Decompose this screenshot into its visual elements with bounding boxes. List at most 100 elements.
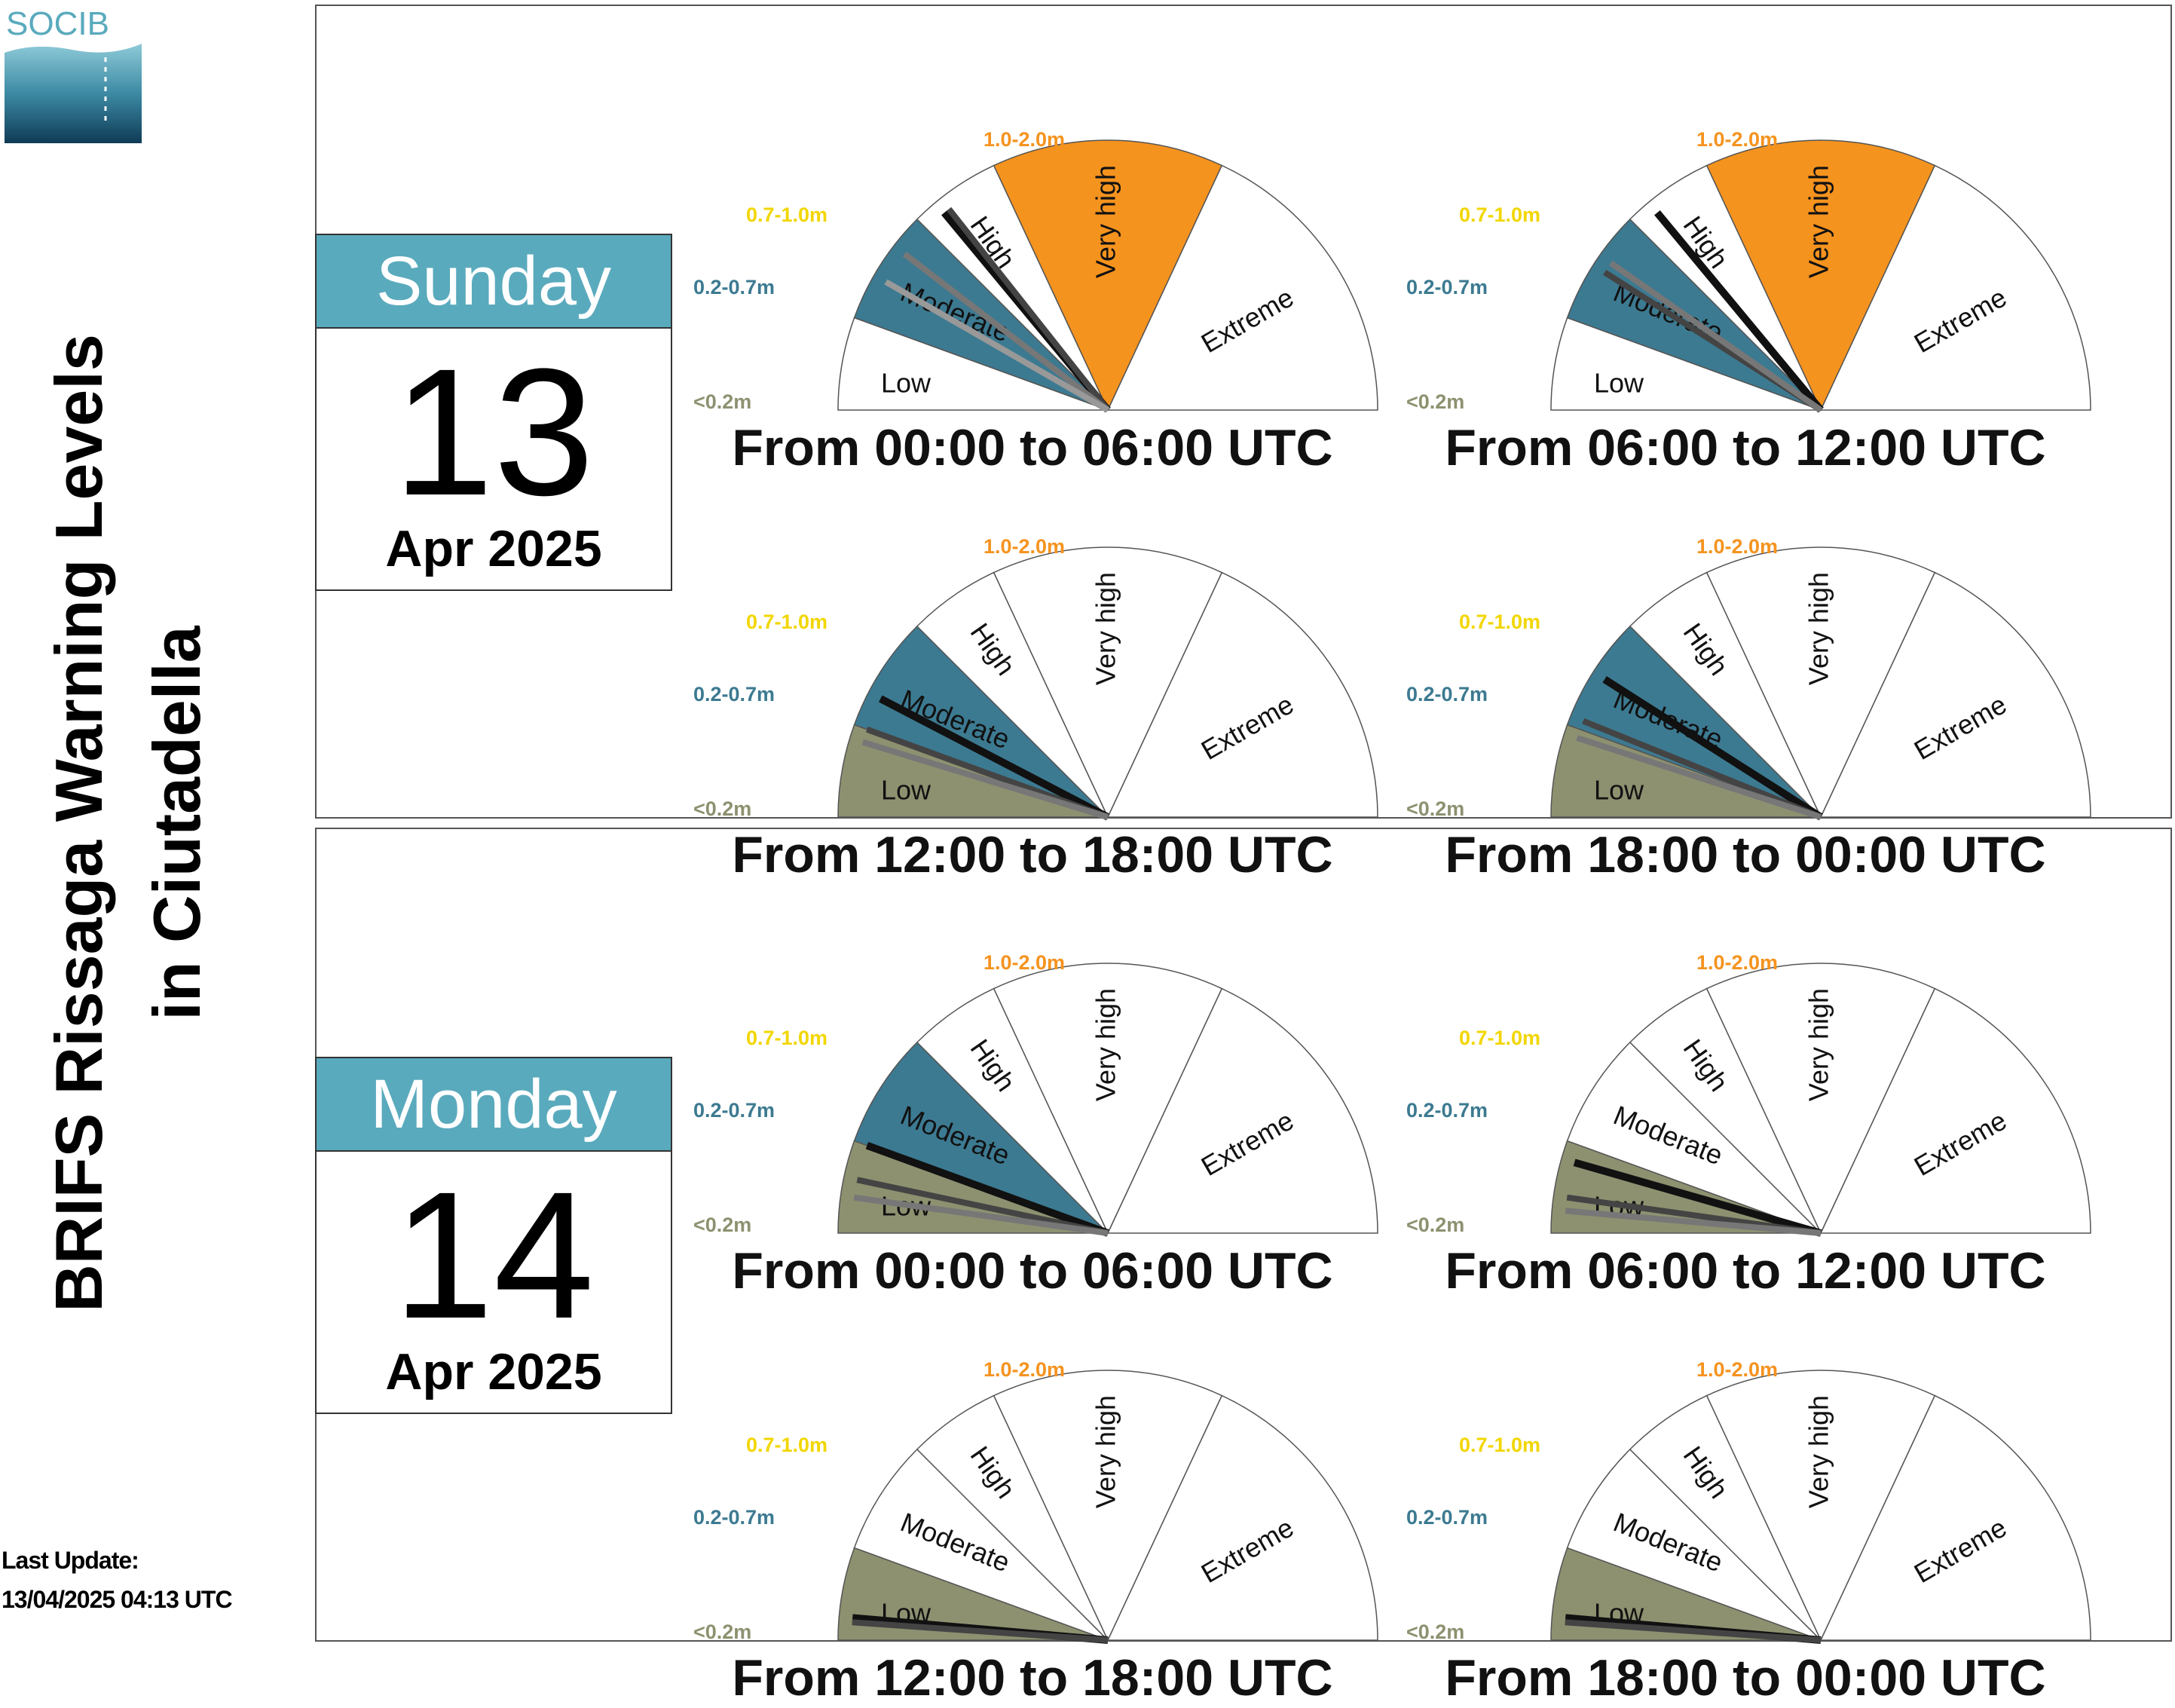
gauge-sector-label: Very high xyxy=(1091,572,1121,685)
gauge-sector-extreme xyxy=(1819,571,2091,818)
calendar-day-number: 14 xyxy=(393,1154,595,1356)
gauge-period-caption: From 12:00 to 18:00 UTC xyxy=(732,1649,1333,1706)
last-update-label: Last Update: xyxy=(2,1547,139,1574)
gauge-sector-moderate xyxy=(1566,1448,1822,1641)
calendar-monday: Monday 14 Apr 2025 xyxy=(315,1057,672,1414)
gauge-sector-extreme xyxy=(1819,1394,2091,1641)
gauge-sector-extreme xyxy=(1106,1394,1378,1641)
gauge-needle xyxy=(1573,1159,1822,1237)
gauge-sector-moderate xyxy=(1566,625,1822,818)
gauge-needle xyxy=(1602,676,1823,821)
gauge-range-label: 1.0-2.0m xyxy=(983,128,1065,151)
last-update: Last Update: 13/04/2025 04:13 UTC xyxy=(2,1541,233,1619)
gauge-sector-very-high xyxy=(1705,139,1936,412)
gauge-range-label: 1.0-2.0m xyxy=(1696,535,1778,558)
gauge-needle xyxy=(1576,735,1822,820)
gauge-sector-label: Very high xyxy=(1803,1395,1834,1508)
gauge-range-label: <0.2m xyxy=(693,390,751,413)
gauge-range-label: 0.2-0.7m xyxy=(1406,683,1488,706)
gauge-range-label: 0.2-0.7m xyxy=(693,276,775,298)
gauge-range-label: 0.7-1.0m xyxy=(1459,1434,1540,1456)
gauge-range-label: 0.2-0.7m xyxy=(693,683,775,706)
gauge-range-label: 1.0-2.0m xyxy=(983,535,1065,558)
calendar-month-year: Apr 2025 xyxy=(385,520,602,577)
gauge-sector-very-high xyxy=(993,546,1223,819)
gauge-range-label: <0.2m xyxy=(693,1214,751,1236)
gauge-range-label: <0.2m xyxy=(1406,797,1464,820)
gauge-needle xyxy=(879,695,1110,821)
gauge-sector-label: Low xyxy=(1594,368,1644,399)
gauge-period-caption: From 06:00 to 12:00 UTC xyxy=(1445,419,2046,476)
gauge-range-label: 0.7-1.0m xyxy=(1459,611,1540,633)
gauge-sector-very-high xyxy=(993,963,1223,1235)
gauge-range-label: 1.0-2.0m xyxy=(1696,128,1778,151)
gauge-needle xyxy=(1609,260,1823,413)
gauge-sector-extreme xyxy=(1819,164,2091,411)
calendar-day-number: 13 xyxy=(393,331,595,533)
page-title: BRIFS Rissaga Warning Levels in Ciutadel… xyxy=(30,220,226,1426)
gauge-sector-label: Very high xyxy=(1091,165,1121,278)
gauge-sector-label: Very high xyxy=(1803,988,1834,1101)
gauge-sector-extreme xyxy=(1106,571,1378,818)
title-line-1: BRIFS Rissaga Warning Levels xyxy=(41,334,116,1312)
gauge-period-caption: From 18:00 to 00:00 UTC xyxy=(1445,826,2046,883)
gauge-range-label: 0.7-1.0m xyxy=(1459,1027,1540,1049)
gauge-sector-very-high xyxy=(993,1370,1223,1642)
gauge-sector-moderate xyxy=(1566,1041,1822,1234)
gauge-sector-very-high xyxy=(1705,963,1936,1235)
gauge-sector-extreme xyxy=(1819,987,2091,1234)
gauge-needle xyxy=(853,1194,1109,1236)
gauge-range-label: 0.7-1.0m xyxy=(746,1434,827,1456)
gauge-sector-very-high xyxy=(1705,546,1936,819)
gauge-range-label: 0.7-1.0m xyxy=(746,611,827,633)
calendar-weekday: Sunday xyxy=(317,235,671,329)
gauge-period-caption: From 00:00 to 06:00 UTC xyxy=(732,419,1333,476)
gauge-range-label: 0.2-0.7m xyxy=(1406,276,1488,298)
gauge-period-caption: From 18:00 to 00:00 UTC xyxy=(1445,1649,2046,1706)
socib-logo: SOCIB xyxy=(5,5,142,143)
gauge-range-label: 1.0-2.0m xyxy=(1696,951,1778,974)
calendar-sunday: Sunday 13 Apr 2025 xyxy=(315,234,672,591)
gauge-sector-extreme xyxy=(1106,987,1378,1234)
gauge-range-label: <0.2m xyxy=(1406,390,1464,413)
gauge-range-label: 0.7-1.0m xyxy=(746,1027,827,1049)
gauge-needle xyxy=(865,1141,1109,1237)
gauge-range-label: 0.2-0.7m xyxy=(1406,1506,1488,1529)
title-line-2: in Ciutadella xyxy=(139,626,214,1021)
gauge-needle xyxy=(852,1619,1109,1643)
calendar-month-year: Apr 2025 xyxy=(385,1343,602,1400)
gauge-range-label: <0.2m xyxy=(1406,1214,1464,1236)
gauge-range-label: 0.2-0.7m xyxy=(693,1099,775,1122)
gauge-range-label: 0.7-1.0m xyxy=(1459,204,1540,226)
calendar-weekday: Monday xyxy=(317,1058,671,1152)
gauge-sector-label: Very high xyxy=(1091,1395,1121,1508)
gauge-needle xyxy=(946,207,1111,412)
gauge-range-label: 0.7-1.0m xyxy=(746,204,827,226)
gauge-sector-label: Very high xyxy=(1091,988,1121,1101)
gauge-period-caption: From 00:00 to 06:00 UTC xyxy=(732,1242,1333,1299)
gauge-range-label: <0.2m xyxy=(693,1621,751,1643)
gauge-needle xyxy=(1654,210,1824,413)
gauge-range-label: 1.0-2.0m xyxy=(983,951,1065,974)
gauge-sector-very-high xyxy=(993,139,1223,412)
logo-text: SOCIB xyxy=(6,5,109,42)
gauge-needle xyxy=(861,739,1109,820)
gauge-range-label: 0.2-0.7m xyxy=(1406,1099,1488,1122)
gauge-range-label: <0.2m xyxy=(1406,1621,1464,1643)
gauge-period-caption: From 12:00 to 18:00 UTC xyxy=(732,826,1333,883)
gauge-sector-moderate xyxy=(853,1448,1109,1641)
gauge-sector-label: Low xyxy=(881,368,931,399)
gauge-sector-extreme xyxy=(1106,164,1378,411)
gauge-needle xyxy=(1565,1619,1822,1643)
gauge-range-label: 0.2-0.7m xyxy=(693,1506,775,1529)
gauge-sector-moderate xyxy=(853,625,1109,818)
gauge-sector-moderate xyxy=(853,1041,1109,1234)
gauge-sector-label: Very high xyxy=(1803,165,1834,278)
